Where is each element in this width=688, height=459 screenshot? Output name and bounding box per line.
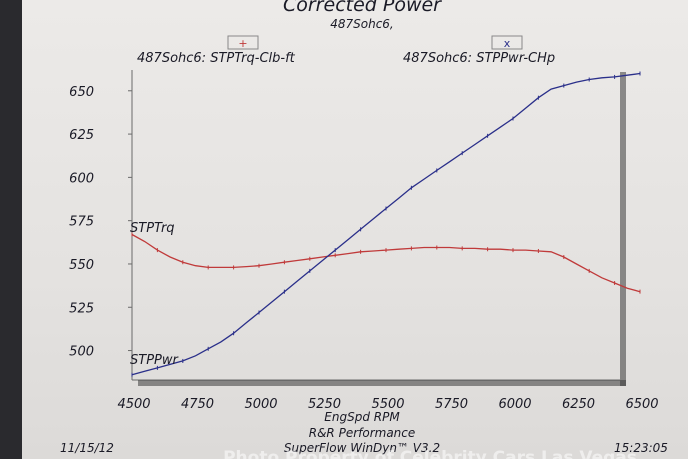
line-label-power: STPPwr xyxy=(130,353,180,368)
y-tick-label: 525 xyxy=(69,301,94,316)
x-tick-label: 5500 xyxy=(371,397,404,412)
print-time: 15:23:05 xyxy=(614,441,668,455)
x-tick-label: 6000 xyxy=(498,397,531,412)
legend-label-torque: 487Sohc6: STPTrq-Clb-ft xyxy=(137,51,296,66)
power-chart: Corrected Power 487Sohc6, 487Sohc6: STPT… xyxy=(60,0,668,459)
x-tick-label: 5250 xyxy=(308,397,341,412)
x-tick-label: 6500 xyxy=(625,397,658,412)
x-axis-label: EngSpd RPM xyxy=(324,410,400,424)
chart-subtitle: 487Sohc6, xyxy=(330,17,394,31)
legend-box-torque xyxy=(227,35,259,50)
legend-marker-power: x xyxy=(504,37,511,50)
legend-box-power xyxy=(491,35,523,50)
x-tick-label: 6250 xyxy=(562,397,595,412)
legend-marker-torque: + xyxy=(238,37,247,50)
legend-label-power: 487Sohc6: STPPwr-CHp xyxy=(403,51,555,66)
dyno-printout: Corrected Power 487Sohc6, 487Sohc6: STPT… xyxy=(22,0,688,459)
company-name: R&R Performance xyxy=(309,426,416,440)
x-tick-label: 4500 xyxy=(117,397,150,412)
software-name: SuperFlow WinDyn™ V3.2 xyxy=(284,441,440,455)
series-line-stppwr xyxy=(131,72,641,376)
series-layer xyxy=(131,71,641,377)
y-tick-label: 650 xyxy=(69,85,94,100)
y-tick-label: 600 xyxy=(69,171,94,186)
x-tick-label: 5750 xyxy=(435,397,468,412)
y-axis: 500 525 550 575 600 625 650 xyxy=(69,85,132,360)
y-tick-label: 550 xyxy=(69,258,94,273)
y-tick-label: 575 xyxy=(69,215,94,230)
plot-shadow-right xyxy=(620,72,626,386)
y-tick-label: 625 xyxy=(69,128,94,143)
line-label-torque: STPTrq xyxy=(130,221,175,236)
y-tick-label: 500 xyxy=(69,345,94,360)
x-tick-label: 4750 xyxy=(181,397,214,412)
print-date: 11/15/12 xyxy=(60,441,114,455)
chart-title: Corrected Power xyxy=(283,0,442,16)
photo-watermark: Photo Property of Celebrity Cars Las Veg… xyxy=(223,448,637,459)
x-axis: 4500 4750 5000 5250 5500 5750 6000 6250 6500 xyxy=(117,397,658,412)
x-tick-label: 5000 xyxy=(244,397,277,412)
plot-shadow-bottom xyxy=(138,380,626,386)
series-line-stptrq xyxy=(131,233,641,293)
